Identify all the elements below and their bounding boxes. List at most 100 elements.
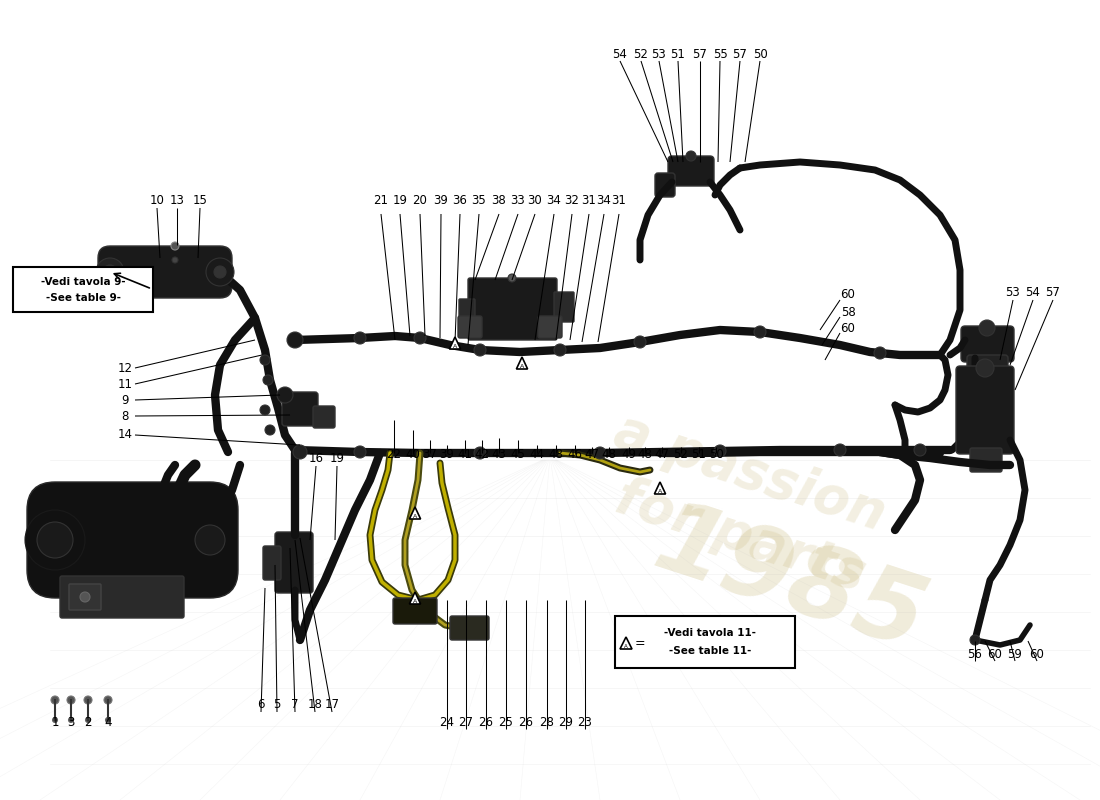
Circle shape xyxy=(260,405,270,415)
Circle shape xyxy=(68,718,74,722)
Circle shape xyxy=(53,718,57,722)
Circle shape xyxy=(554,344,566,356)
Text: 26: 26 xyxy=(518,715,534,729)
Text: 3: 3 xyxy=(67,717,75,730)
Circle shape xyxy=(67,696,75,704)
Text: 24: 24 xyxy=(440,715,454,729)
Circle shape xyxy=(277,387,293,403)
Text: 31: 31 xyxy=(612,194,626,206)
Text: 13: 13 xyxy=(169,194,185,206)
FancyBboxPatch shape xyxy=(263,546,280,580)
Text: 37: 37 xyxy=(422,449,438,462)
FancyBboxPatch shape xyxy=(13,267,153,312)
Text: 19: 19 xyxy=(393,194,407,206)
FancyBboxPatch shape xyxy=(615,616,795,668)
FancyBboxPatch shape xyxy=(393,598,437,624)
FancyBboxPatch shape xyxy=(459,299,475,323)
FancyBboxPatch shape xyxy=(282,392,318,426)
Text: A: A xyxy=(520,364,524,369)
Text: 44: 44 xyxy=(529,449,544,462)
Text: 47: 47 xyxy=(584,449,600,462)
Text: 39: 39 xyxy=(433,194,449,206)
FancyBboxPatch shape xyxy=(69,584,101,610)
Text: 57: 57 xyxy=(733,49,747,62)
Text: 19: 19 xyxy=(330,451,344,465)
Circle shape xyxy=(96,258,124,286)
Text: 33: 33 xyxy=(510,194,526,206)
Text: 50: 50 xyxy=(708,449,724,462)
Polygon shape xyxy=(516,357,528,369)
Circle shape xyxy=(86,718,90,722)
Text: 55: 55 xyxy=(713,49,727,62)
Text: 40: 40 xyxy=(406,449,420,462)
Circle shape xyxy=(754,326,766,338)
Text: 60: 60 xyxy=(840,289,856,302)
Polygon shape xyxy=(409,592,420,604)
Text: 54: 54 xyxy=(613,49,627,62)
FancyBboxPatch shape xyxy=(554,292,574,322)
FancyBboxPatch shape xyxy=(98,246,232,298)
Text: 34: 34 xyxy=(596,194,612,206)
Polygon shape xyxy=(654,482,666,494)
FancyBboxPatch shape xyxy=(956,366,1014,454)
Text: 28: 28 xyxy=(540,715,554,729)
Text: 20: 20 xyxy=(412,194,428,206)
Text: 53: 53 xyxy=(1005,286,1021,299)
Text: 32: 32 xyxy=(564,194,580,206)
Text: 25: 25 xyxy=(498,715,514,729)
Circle shape xyxy=(834,444,846,456)
Text: 35: 35 xyxy=(472,194,486,206)
Text: 41: 41 xyxy=(458,449,473,462)
FancyBboxPatch shape xyxy=(28,482,238,598)
Circle shape xyxy=(293,445,307,459)
Circle shape xyxy=(170,242,179,250)
Text: 27: 27 xyxy=(459,715,473,729)
Circle shape xyxy=(37,522,73,558)
FancyBboxPatch shape xyxy=(60,576,184,618)
Text: A: A xyxy=(624,643,628,649)
Text: 4: 4 xyxy=(104,717,112,730)
Text: -See table 9-: -See table 9- xyxy=(45,293,121,303)
Circle shape xyxy=(195,525,226,555)
Circle shape xyxy=(686,151,696,161)
Circle shape xyxy=(265,425,275,435)
Text: 51: 51 xyxy=(692,449,706,462)
Circle shape xyxy=(634,336,646,348)
Circle shape xyxy=(914,444,926,456)
Text: 18: 18 xyxy=(308,698,322,711)
Circle shape xyxy=(714,445,726,457)
Circle shape xyxy=(414,332,426,344)
Text: =: = xyxy=(635,638,646,650)
Text: 5: 5 xyxy=(273,698,280,711)
Circle shape xyxy=(84,696,92,704)
Polygon shape xyxy=(409,507,420,519)
Circle shape xyxy=(104,696,112,704)
Text: 60: 60 xyxy=(840,322,856,334)
FancyBboxPatch shape xyxy=(970,448,1002,472)
Text: a passion: a passion xyxy=(608,405,892,541)
Text: -See table 11-: -See table 11- xyxy=(669,646,751,656)
Text: 53: 53 xyxy=(651,49,667,62)
Text: 42: 42 xyxy=(474,449,490,462)
Polygon shape xyxy=(620,637,632,649)
Text: 38: 38 xyxy=(492,194,506,206)
Circle shape xyxy=(979,320,996,336)
Circle shape xyxy=(206,258,234,286)
Text: 7: 7 xyxy=(292,698,299,711)
Text: 21: 21 xyxy=(374,194,388,206)
Circle shape xyxy=(263,375,273,385)
Text: 1985: 1985 xyxy=(642,493,937,671)
Text: 60: 60 xyxy=(988,649,1002,662)
Text: 60: 60 xyxy=(1030,649,1044,662)
Circle shape xyxy=(51,696,59,704)
Text: 12: 12 xyxy=(118,362,132,374)
Text: A: A xyxy=(658,489,662,494)
Text: for parts: for parts xyxy=(608,471,871,601)
Circle shape xyxy=(594,447,606,459)
Circle shape xyxy=(874,347,886,359)
Text: 50: 50 xyxy=(752,49,768,62)
Text: 15: 15 xyxy=(192,194,208,206)
Text: 26: 26 xyxy=(478,715,494,729)
Text: 8: 8 xyxy=(121,410,129,422)
Text: A: A xyxy=(412,599,417,604)
